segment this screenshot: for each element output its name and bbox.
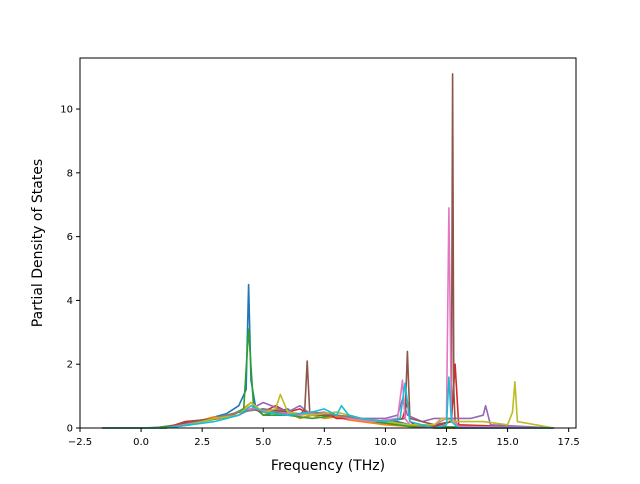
y-axis-ticks: 0 2 4 6 8 10	[60, 105, 80, 435]
y-tick-label: 8	[67, 168, 73, 179]
x-tick-label: −2.5	[68, 437, 92, 448]
x-axis-label: Frequency (THz)	[271, 458, 385, 474]
x-tick-label: 2.5	[194, 437, 210, 448]
x-tick-label: 7.5	[316, 437, 332, 448]
x-tick-label: 15.0	[496, 437, 518, 448]
x-tick-label: 0.0	[133, 437, 149, 448]
axes-frame	[79, 57, 577, 429]
x-tick-label: 17.5	[558, 437, 580, 448]
y-tick-label: 2	[67, 360, 73, 371]
y-tick-label: 0	[67, 424, 73, 435]
x-axis-ticks: −2.5 0.0 2.5 5.0 7.5 10.0 12.5 15.0 17.5	[68, 428, 580, 448]
x-tick-label: 5.0	[255, 437, 271, 448]
y-tick-label: 6	[67, 232, 73, 243]
x-tick-label: 10.0	[374, 437, 396, 448]
series-line-10	[102, 376, 554, 429]
y-tick-label: 4	[67, 296, 73, 307]
y-axis-label: Partial Density of States	[30, 159, 46, 327]
series-group	[102, 73, 555, 429]
y-tick-label: 10	[60, 105, 73, 116]
x-tick-label: 12.5	[435, 437, 457, 448]
